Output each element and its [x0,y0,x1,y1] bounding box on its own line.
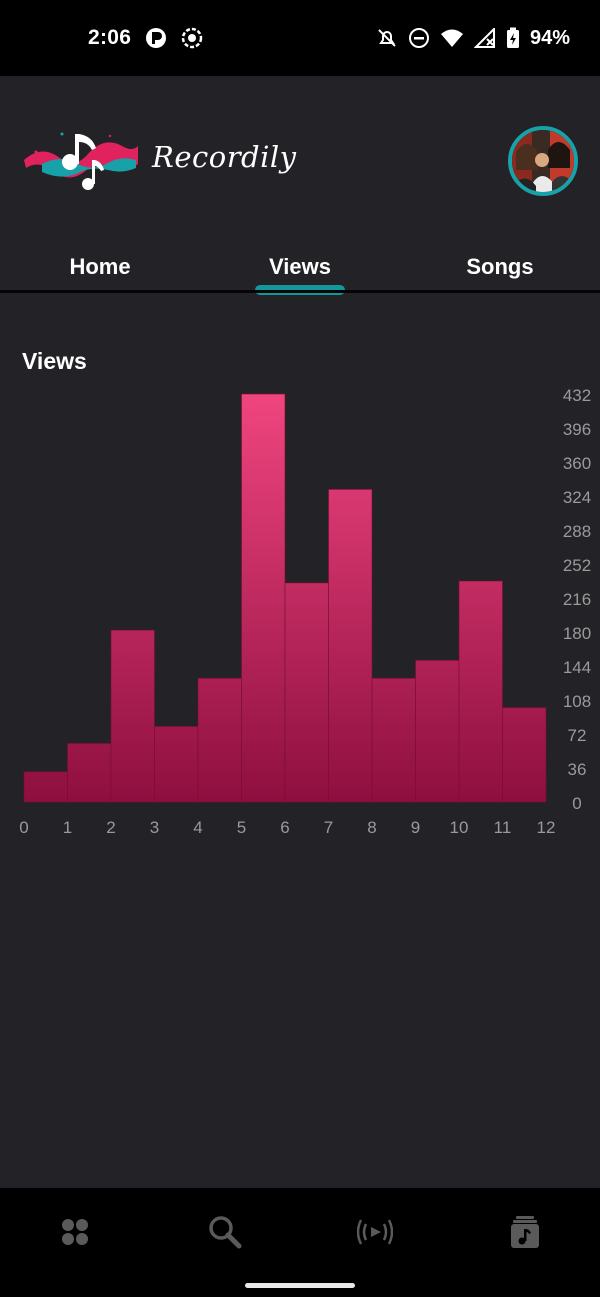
histogram-bar-0 [23,771,68,803]
y-tick-label: 216 [563,590,591,609]
status-bar: 2:06 94% [0,0,600,76]
y-tick-label: 0 [572,794,581,813]
broadcast-icon [357,1219,393,1245]
nav-search[interactable] [195,1212,255,1252]
y-tick-label: 324 [563,488,591,507]
wifi-icon [440,28,464,48]
histogram-bar-11 [502,707,547,803]
do-not-disturb-icon [408,27,430,49]
app-header: Recordily [0,76,600,246]
x-tick-label: 3 [150,818,159,837]
app-content: Recordily Home Views Songs Views [0,76,600,1188]
x-tick-label: 9 [411,818,420,837]
x-tick-label: 6 [280,818,289,837]
x-tick-label: 7 [324,818,333,837]
nav-music-library[interactable] [495,1212,555,1252]
section-title: Views [22,348,87,374]
histogram-bar-6 [284,582,329,803]
music-library-icon [511,1216,539,1248]
battery-percentage: 94% [529,26,570,49]
y-tick-label: 108 [563,692,591,711]
y-tick-label: 252 [563,556,591,575]
bottom-navigation [0,1188,600,1297]
x-tick-label: 1 [63,818,72,837]
app-name: Recordily [152,140,297,174]
nav-dashboard[interactable] [45,1212,105,1252]
screen-record-icon [181,27,203,49]
profile-avatar[interactable] [508,126,578,196]
histogram-bar-1 [67,743,112,803]
bars-group [23,393,547,803]
histogram-bar-2 [110,629,155,803]
histogram-bar-9 [415,660,460,803]
nav-broadcast[interactable] [345,1212,405,1252]
mute-icon [376,27,398,49]
x-tick-label: 11 [494,818,512,837]
x-tick-label: 12 [537,818,556,837]
histogram-bar-7 [328,489,373,803]
app-notification-icon [145,27,167,49]
x-tick-label: 0 [19,818,28,837]
y-tick-label: 180 [563,624,591,643]
x-tick-label: 5 [237,818,246,837]
x-tick-label: 2 [106,818,115,837]
tab-views[interactable]: Views [200,246,400,294]
y-tick-label: 144 [563,658,591,677]
status-time: 2:06 [88,26,132,49]
histogram-bar-3 [154,726,199,803]
x-tick-labels: 0 1 2 3 4 5 6 7 8 9 10 11 12 [19,818,555,837]
signal-icon [473,28,496,48]
y-tick-label: 360 [563,454,591,473]
y-tick-label: 288 [563,522,591,541]
y-tick-label: 72 [568,726,587,745]
y-tick-label: 36 [568,760,587,779]
y-tick-label: 432 [563,386,591,405]
tab-divider [0,290,600,293]
tab-home[interactable]: Home [69,254,131,279]
home-indicator[interactable] [245,1283,355,1288]
tab-songs[interactable]: Songs [466,254,534,279]
histogram-bar-5 [241,393,286,803]
histogram-bar-10 [458,580,503,803]
x-tick-label: 8 [367,818,376,837]
y-tick-label: 396 [563,420,591,439]
x-tick-label: 10 [450,818,469,837]
dashboard-icon [62,1219,88,1245]
x-tick-label: 4 [193,818,202,837]
histogram-bar-4 [197,677,242,803]
app-logo[interactable] [22,124,142,196]
y-tick-labels: 0 36 72 108 144 180 216 252 288 324 360 396 432 [563,386,591,813]
histogram-bar-8 [371,677,416,803]
search-icon [209,1216,242,1249]
battery-charging-icon [506,27,520,49]
tab-bar: Home Views Songs [0,246,600,294]
